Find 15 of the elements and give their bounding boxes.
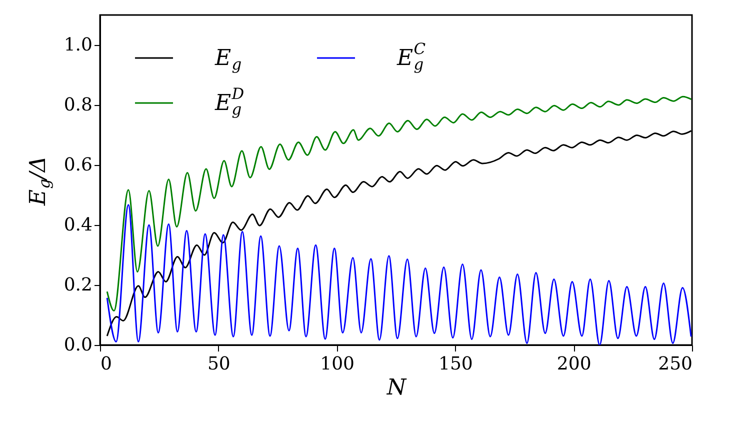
y-tick-label: 0.2	[64, 274, 92, 296]
x-tick-label: 150	[438, 354, 473, 374]
x-tick-label: 50	[207, 354, 230, 374]
x-axis-title: N	[386, 376, 407, 400]
y-tick-label: 0.6	[64, 154, 92, 176]
y-axis-title: Eg/Δ	[26, 156, 54, 207]
x-tick-label: 100	[320, 354, 354, 374]
y-tick-label: 0.4	[64, 214, 92, 236]
y-tick-label: 0.0	[64, 334, 92, 356]
x-tick-label: 200	[556, 354, 592, 374]
y-tick-label: 0.8	[64, 94, 92, 116]
x-tick-label: 250	[658, 354, 692, 374]
x-tick-label: 0	[100, 354, 112, 374]
y-tick-label: 1.0	[64, 34, 92, 56]
line-series	[106, 204, 692, 345]
